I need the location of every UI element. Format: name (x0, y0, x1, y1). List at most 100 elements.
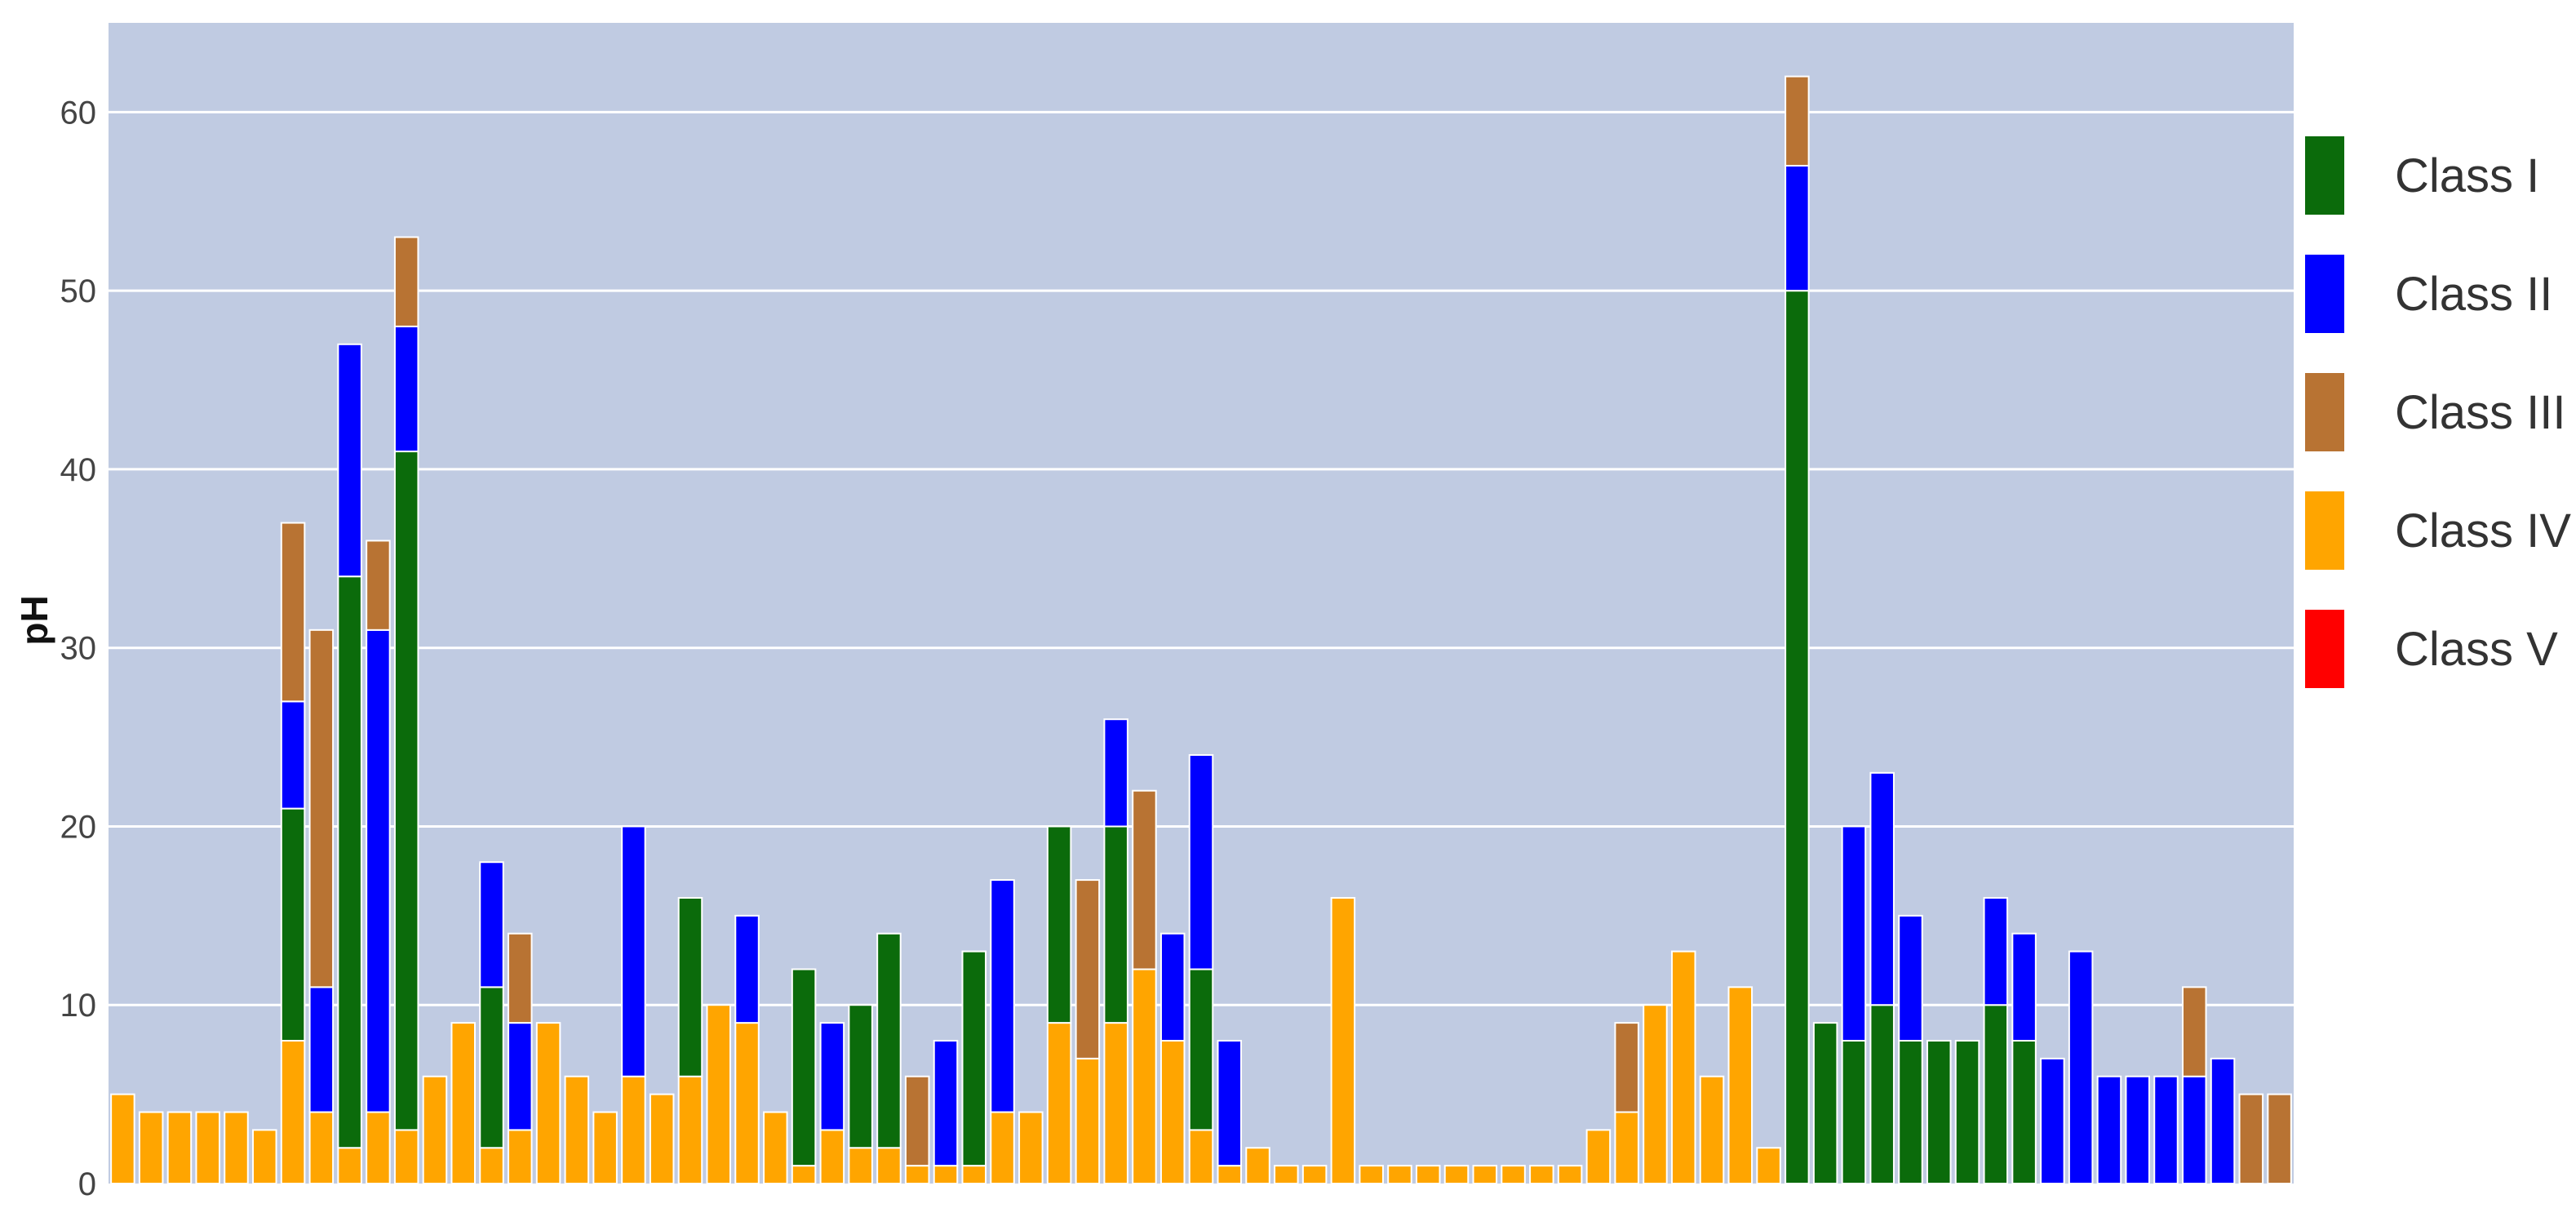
bar-segment (1841, 825, 1867, 1042)
legend: Class I Class II Class III Class IV Class V (2305, 136, 2571, 688)
bar-stack (2125, 1075, 2150, 1184)
bar-stack (1103, 718, 1128, 1184)
legend-label: Class II (2395, 268, 2552, 321)
bar-segment (1415, 1165, 1441, 1184)
bar-segment (734, 914, 760, 1024)
bar-segment (422, 1075, 448, 1184)
bar-segment (1188, 753, 1214, 971)
bar-stack (535, 1022, 561, 1184)
bar-segment (876, 932, 902, 1149)
bar-segment (1330, 896, 1356, 1184)
bar-segment (819, 1129, 845, 1185)
bar-segment (479, 1147, 504, 1184)
bar-stack (876, 932, 902, 1184)
bar-segment (1643, 1004, 1668, 1184)
bar-segment (1188, 968, 1214, 1131)
y-tick-label: 40 (60, 452, 97, 488)
bar-segment (1301, 1165, 1328, 1184)
bar-segment (1529, 1165, 1554, 1184)
y-tick-label: 10 (60, 988, 97, 1024)
bar-segment (508, 1129, 533, 1185)
bar-segment (621, 1075, 646, 1184)
bar-segment (1699, 1075, 1725, 1184)
bar-stack (1075, 879, 1101, 1185)
y-axis-ticks: 0 10 20 30 40 50 60 (60, 95, 97, 1202)
bar-segment (280, 1039, 306, 1184)
bar-segment (1443, 1165, 1470, 1184)
bar-stack (2210, 1057, 2236, 1185)
bar-segment (366, 629, 391, 1113)
bar-segment (677, 896, 703, 1077)
bar-segment (393, 1129, 419, 1185)
bar-stack (1841, 825, 1867, 1184)
bar-stack (1245, 1147, 1270, 1184)
bar-stack (1869, 771, 1895, 1184)
bar-segment (1727, 986, 1754, 1185)
legend-label: Class I (2395, 149, 2539, 202)
bar-segment (649, 1093, 675, 1184)
bar-stack (1188, 753, 1214, 1185)
bar-stack (1301, 1165, 1328, 1184)
bar-segment (308, 1111, 335, 1184)
y-tick-label: 30 (60, 631, 97, 667)
bars (110, 75, 2292, 1185)
bar-segment (280, 522, 306, 703)
bar-segment (2011, 932, 2037, 1042)
bar-segment (592, 1111, 618, 1184)
bar-segment (621, 825, 646, 1077)
bar-stack (1898, 914, 1923, 1184)
bar-segment (1983, 896, 2009, 1006)
bar-segment (1274, 1165, 1299, 1184)
bar-stack (1387, 1165, 1412, 1184)
bar-segment (1188, 1129, 1214, 1185)
bar-stack (621, 825, 646, 1184)
y-axis-title: pH (13, 595, 55, 645)
bar-segment (961, 950, 987, 1167)
bar-segment (1614, 1022, 1639, 1113)
bar-segment (1103, 718, 1128, 828)
bar-segment (848, 1147, 873, 1184)
bar-segment (791, 1165, 817, 1184)
bar-segment (479, 986, 504, 1149)
bar-segment (450, 1022, 476, 1184)
bar-stack (1046, 825, 1072, 1184)
bar-stack (2153, 1075, 2179, 1184)
bar-stack (450, 1022, 476, 1184)
bar-segment (2011, 1039, 2037, 1184)
bar-stack (479, 861, 504, 1184)
bar-segment (1018, 1111, 1044, 1184)
bar-segment (1841, 1039, 1867, 1184)
bar-stack (195, 1111, 220, 1184)
bar-segment (1614, 1111, 1639, 1184)
bar-segment (1103, 825, 1128, 1024)
bar-segment (1954, 1039, 1980, 1184)
bar-segment (308, 629, 335, 988)
bar-stack (1785, 75, 1810, 1185)
bar-segment (508, 1022, 533, 1131)
bar-stack (366, 540, 391, 1184)
bar-segment (1132, 789, 1157, 971)
bar-stack (763, 1111, 788, 1184)
bar-stack (110, 1093, 135, 1184)
bar-stack (2096, 1075, 2122, 1184)
bar-segment (706, 1004, 732, 1184)
bar-stack (2068, 950, 2094, 1184)
bar-stack (1018, 1111, 1044, 1184)
bar-segment (1785, 290, 1810, 1185)
bar-segment (1812, 1022, 1838, 1184)
bar-segment (366, 540, 391, 631)
bar-segment (876, 1147, 902, 1184)
bar-segment (366, 1111, 391, 1184)
legend-label: Class III (2395, 386, 2566, 439)
bar-stack (649, 1093, 675, 1184)
legend-swatch (2305, 491, 2344, 570)
y-tick-label: 0 (78, 1166, 96, 1202)
bar-segment (1670, 950, 1696, 1184)
bar-segment (1103, 1022, 1128, 1184)
bar-stack (734, 914, 760, 1184)
bar-segment (990, 879, 1015, 1113)
bar-stack (848, 1004, 873, 1184)
bar-segment (1387, 1165, 1412, 1184)
bar-segment (1217, 1165, 1243, 1184)
